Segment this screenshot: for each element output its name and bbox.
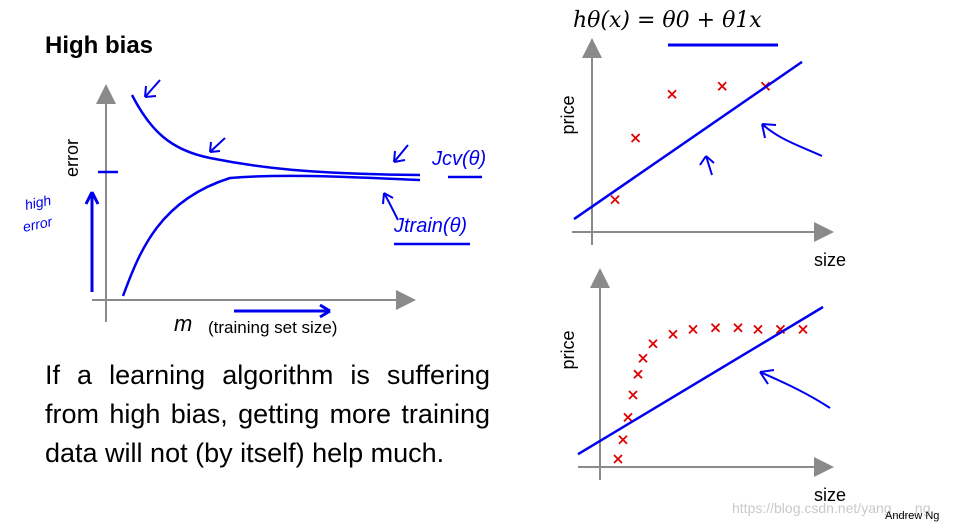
cv-mid-arrow [209,137,226,153]
bottom-gap-arrow [759,369,831,409]
bottom-point-6 [648,339,658,349]
bottom-point-8 [688,324,698,335]
lc-ylabel: error [62,139,82,177]
top-fit-line [573,60,803,221]
top-point-1 [630,133,641,143]
jcv-curve [130,94,421,177]
jcv-label: Jcv(θ) [431,148,486,170]
bottom-data-points [613,323,808,464]
bottom-point-9 [710,323,721,333]
bottom-point-7 [668,329,678,339]
top-price-size-plot: price size [558,38,846,270]
train-end-arrow [382,192,399,221]
author-credit: Andrew Ng [885,510,940,522]
top-ylabel: price [558,95,578,134]
conclusion-paragraph: If a learning algorithm is suffering fro… [45,360,490,468]
top-fit-arrow [699,155,715,176]
bottom-point-4 [633,369,643,379]
cv-end-arrow [393,144,409,163]
high-error-arrow [84,191,100,292]
bottom-point-2 [623,412,633,423]
jtrain-curve [121,174,421,297]
learning-curve-plot: error m (training set size) Jcv(θ) Jtrai… [21,79,486,337]
bottom-point-0 [613,454,623,464]
bottom-point-1 [618,435,628,445]
high-error-note-line1: high [23,192,52,213]
top-xlabel: size [814,250,846,270]
bottom-point-5 [638,353,648,363]
slide-title: High bias [45,32,154,59]
top-point-2 [667,89,677,99]
bottom-fit-line [577,305,824,456]
cv-start-arrow [144,79,161,98]
bottom-price-size-plot: price size [558,268,846,505]
bottom-point-11 [753,324,763,335]
bottom-ylabel: price [558,330,578,369]
watermark: https://blog.csdn.net/yang___ng [732,500,931,516]
jtrain-label: Jtrain(θ) [393,215,467,237]
m-increase-arrow [234,303,331,319]
bottom-xlabel: size [814,485,846,505]
hypothesis-formula: hθ(x) = θ0 + θ1x [573,8,762,33]
lc-xlabel-var: m [174,311,192,336]
lc-xlabel-text: (training set size) [208,318,337,337]
top-point-0 [610,194,620,205]
bottom-point-13 [798,324,808,335]
bottom-point-10 [733,323,743,333]
high-error-note-line2: error [21,213,55,235]
top-point-arrow [761,123,823,157]
bottom-point-3 [628,390,638,400]
top-point-3 [717,81,727,91]
